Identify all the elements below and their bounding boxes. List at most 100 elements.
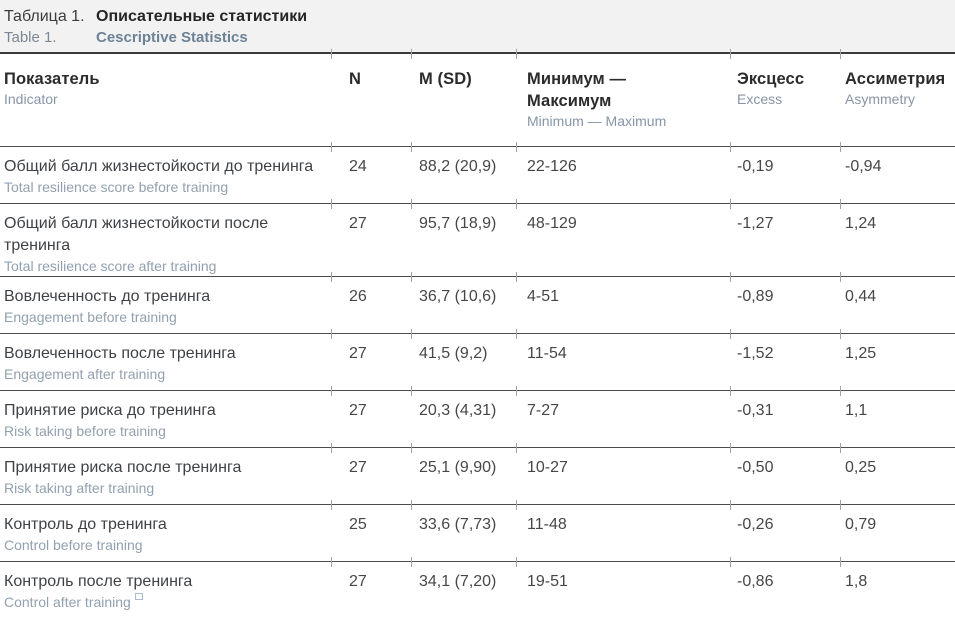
indicator-en: Engagement after training bbox=[4, 365, 166, 382]
asymmetry-cell: 0,25 bbox=[840, 443, 955, 504]
asymmetry-cell: 1,24 bbox=[840, 199, 955, 276]
minmax-cell: 4-51 bbox=[516, 272, 731, 333]
indicator-ru: Принятие риска после тренинга bbox=[4, 458, 242, 476]
asymmetry-value: 1,1 bbox=[845, 401, 868, 419]
excess-value: -1,27 bbox=[737, 214, 774, 232]
indicator-en: Control after training bbox=[4, 593, 131, 610]
table-row: Контроль до тренинга Control before trai… bbox=[0, 500, 955, 561]
minmax-cell: 22-126 bbox=[516, 142, 731, 203]
col-header-minmax-en: Minimum — Maximum bbox=[527, 113, 667, 129]
table-row: Общий балл жизнестойкости до тренинга To… bbox=[0, 142, 955, 203]
table-body: Общий балл жизнестойкости до тренинга To… bbox=[0, 142, 955, 618]
msd-value: 88,2 (20,9) bbox=[419, 157, 497, 175]
indicator-cell: Принятие риска до тренинга Risk taking b… bbox=[0, 389, 332, 447]
n-cell: 25 bbox=[331, 500, 412, 561]
n-cell: 24 bbox=[331, 142, 412, 203]
asymmetry-value: 0,79 bbox=[845, 515, 877, 533]
msd-value: 20,3 (4,31) bbox=[419, 401, 497, 419]
indicator-ru: Контроль до тренинга bbox=[4, 515, 167, 533]
minmax-value: 4-51 bbox=[527, 287, 560, 305]
indicator-ru: Общий балл жизнестойкости после тренинга bbox=[4, 214, 269, 254]
table-row: Вовлеченность до тренинга Engagement bef… bbox=[0, 272, 955, 333]
n-value: 27 bbox=[349, 401, 367, 419]
minmax-cell: 10-27 bbox=[516, 443, 731, 504]
excess-cell: -1,52 bbox=[730, 329, 841, 390]
excess-cell: -0,50 bbox=[730, 443, 841, 504]
excess-cell: -0,86 bbox=[730, 557, 841, 618]
minmax-value: 48-129 bbox=[527, 214, 577, 232]
header-row: Показатель Indicator N M (SD) Минимум — … bbox=[0, 49, 955, 146]
indicator-cell: Общий балл жизнестойкости после тренинга… bbox=[0, 202, 332, 276]
excess-value: -0,86 bbox=[737, 572, 774, 590]
msd-cell: 34,1 (7,20) bbox=[411, 557, 517, 618]
caption-title-ru: Описательные статистики bbox=[96, 8, 308, 25]
table-caption: Таблица 1. Описательные статистики Table… bbox=[0, 0, 955, 54]
excess-value: -1,52 bbox=[737, 344, 774, 362]
asymmetry-cell: 1,25 bbox=[840, 329, 955, 390]
indicator-ru: Общий балл жизнестойкости до тренинга bbox=[4, 157, 314, 175]
asymmetry-value: -0,94 bbox=[845, 157, 882, 175]
msd-value: 95,7 (18,9) bbox=[419, 214, 497, 232]
minmax-cell: 19-51 bbox=[516, 557, 731, 618]
n-cell: 27 bbox=[331, 386, 412, 447]
asymmetry-value: 1,25 bbox=[845, 344, 877, 362]
indicator-ru: Вовлеченность до тренинга bbox=[4, 287, 211, 305]
excess-cell: -0,19 bbox=[730, 142, 841, 203]
msd-value: 33,6 (7,73) bbox=[419, 515, 497, 533]
indicator-cell: Вовлеченность после тренинга Engagement … bbox=[0, 332, 332, 390]
col-header-minmax: Минимум — Максимум Minimum — Maximum bbox=[516, 49, 731, 146]
indicator-cell: Общий балл жизнестойкости до тренинга To… bbox=[0, 145, 332, 203]
indicator-en: Control before training bbox=[4, 536, 143, 553]
minmax-value: 19-51 bbox=[527, 572, 568, 590]
minmax-cell: 48-129 bbox=[516, 199, 731, 276]
asymmetry-cell: 0,44 bbox=[840, 272, 955, 333]
asymmetry-cell: 1,1 bbox=[840, 386, 955, 447]
msd-value: 36,7 (10,6) bbox=[419, 287, 497, 305]
minmax-value: 10-27 bbox=[527, 458, 568, 476]
table-header: Показатель Indicator N M (SD) Минимум — … bbox=[0, 49, 955, 146]
n-cell: 26 bbox=[331, 272, 412, 333]
descriptive-statistics-table: Показатель Indicator N M (SD) Минимум — … bbox=[0, 49, 955, 618]
table-row: Контроль после тренинга Control after tr… bbox=[0, 557, 955, 618]
indicator-cell: Контроль до тренинга Control before trai… bbox=[0, 503, 332, 561]
minmax-value: 22-126 bbox=[527, 157, 577, 175]
msd-cell: 88,2 (20,9) bbox=[411, 142, 517, 203]
n-value: 27 bbox=[349, 458, 367, 476]
minmax-value: 11-54 bbox=[527, 344, 567, 362]
msd-cell: 36,7 (10,6) bbox=[411, 272, 517, 333]
minmax-cell: 7-27 bbox=[516, 386, 731, 447]
excess-value: -0,50 bbox=[737, 458, 774, 476]
excess-cell: -0,26 bbox=[730, 500, 841, 561]
indicator-cell: Принятие риска после тренинга Risk takin… bbox=[0, 446, 332, 504]
minmax-cell: 11-54 bbox=[516, 329, 731, 390]
col-header-excess: Эксцесс Excess bbox=[730, 49, 841, 146]
col-header-minmax-ru: Минимум — Максимум bbox=[527, 70, 627, 110]
col-header-msd: M (SD) bbox=[411, 49, 517, 146]
caption-label-en: Table 1. bbox=[4, 29, 57, 46]
asymmetry-cell: 0,79 bbox=[840, 500, 955, 561]
asymmetry-value: 1,8 bbox=[845, 572, 868, 590]
col-header-excess-ru: Эксцесс bbox=[737, 70, 805, 88]
col-header-indicator: Показатель Indicator bbox=[0, 54, 332, 146]
indicator-en: Total resilience score before training bbox=[4, 178, 229, 195]
caption-title-en: Cescriptive Statistics bbox=[96, 29, 248, 46]
table-row: Вовлеченность после тренинга Engagement … bbox=[0, 329, 955, 390]
table-row: Принятие риска до тренинга Risk taking b… bbox=[0, 386, 955, 447]
indicator-ru: Вовлеченность после тренинга bbox=[4, 344, 236, 362]
excess-value: -0,26 bbox=[737, 515, 774, 533]
excess-cell: -0,89 bbox=[730, 272, 841, 333]
minmax-value: 11-48 bbox=[527, 515, 567, 533]
indicator-en: Engagement before training bbox=[4, 308, 177, 325]
indicator-en: Risk taking before training bbox=[4, 422, 166, 439]
asymmetry-value: 0,44 bbox=[845, 287, 877, 305]
col-header-n-ru: N bbox=[349, 70, 362, 88]
n-cell: 27 bbox=[331, 199, 412, 276]
n-cell: 27 bbox=[331, 329, 412, 390]
minmax-value: 7-27 bbox=[527, 401, 560, 419]
col-header-indicator-ru: Показатель bbox=[4, 70, 100, 88]
msd-cell: 33,6 (7,73) bbox=[411, 500, 517, 561]
excess-cell: -1,27 bbox=[730, 199, 841, 276]
msd-value: 41,5 (9,2) bbox=[419, 344, 488, 362]
table-row: Принятие риска после тренинга Risk takin… bbox=[0, 443, 955, 504]
indicator-en: Total resilience score after training bbox=[4, 257, 217, 274]
